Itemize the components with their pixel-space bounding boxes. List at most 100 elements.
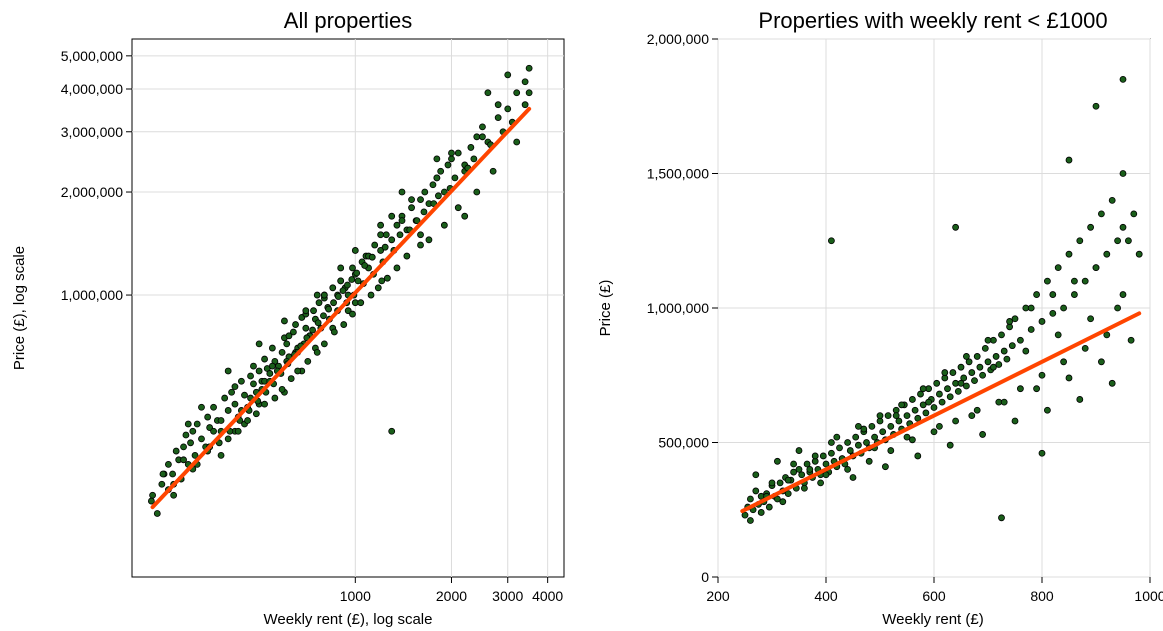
data-point [876, 412, 884, 420]
data-point [398, 188, 406, 196]
data-point [224, 435, 232, 443]
data-point [971, 377, 978, 385]
data-point [930, 428, 938, 436]
data-point [320, 312, 327, 320]
data-point [801, 484, 808, 492]
data-point [1114, 304, 1121, 312]
data-point [995, 361, 1003, 368]
data-point [949, 369, 957, 376]
data-point [294, 367, 302, 375]
data-point [217, 417, 225, 424]
data-point [344, 281, 351, 289]
data-point [1098, 210, 1105, 218]
data-point [283, 340, 291, 348]
data-point [268, 362, 276, 370]
data-point [479, 123, 486, 131]
data-point [224, 367, 232, 375]
x-axis-label-right: Weekly rent (£) [882, 611, 983, 628]
data-point [946, 441, 954, 449]
data-point [378, 277, 386, 285]
data-point [467, 144, 475, 151]
data-point [325, 305, 333, 313]
data-point [182, 431, 190, 439]
data-point [1114, 237, 1121, 245]
data-point [191, 451, 199, 459]
y-tick-label: 1,000,000 [647, 300, 709, 316]
data-point [1060, 304, 1067, 312]
data-point [398, 217, 406, 225]
data-point [887, 422, 895, 430]
data-point [914, 452, 922, 460]
data-point [895, 417, 903, 425]
data-point [1000, 398, 1008, 406]
data-point [448, 149, 455, 157]
data-point [339, 287, 347, 295]
data-point [313, 348, 321, 356]
data-point [774, 457, 781, 465]
data-point [884, 412, 892, 420]
data-point [822, 471, 830, 479]
data-point [371, 241, 379, 249]
data-point [417, 196, 424, 204]
data-point [247, 372, 254, 380]
data-point [1000, 347, 1008, 355]
data-point [198, 403, 205, 411]
data-point [1119, 223, 1127, 231]
data-point [752, 471, 760, 479]
data-point [268, 344, 276, 352]
data-point [340, 321, 348, 328]
data-point [1135, 250, 1143, 258]
data-point [513, 89, 521, 97]
data-point [1125, 237, 1132, 245]
data-point [278, 386, 286, 393]
data-point [421, 188, 429, 196]
data-point [1022, 347, 1030, 355]
data-point [320, 291, 328, 299]
data-point [998, 331, 1005, 339]
data-point [349, 310, 356, 318]
data-point [1008, 342, 1016, 350]
data-point [925, 398, 932, 406]
data-point [882, 463, 889, 471]
data-point [828, 439, 835, 446]
data-point [811, 452, 819, 460]
data-point [303, 334, 311, 342]
data-point [936, 390, 943, 398]
data-point [521, 101, 529, 109]
data-point [849, 474, 857, 481]
data-point [1092, 264, 1100, 272]
data-point [968, 369, 976, 376]
data-point [451, 174, 459, 182]
x-axis-label-left: Weekly rent (£), log scale [264, 611, 433, 628]
data-point [470, 155, 478, 163]
data-point [803, 460, 811, 468]
data-point [806, 465, 814, 473]
data-point [368, 253, 376, 261]
data-point [349, 264, 356, 272]
y-ticks-left: 1,000,000 2,000,000 3,000,000 4,000,000 5,00… [61, 48, 132, 303]
data-point [817, 479, 824, 487]
data-point [187, 439, 194, 447]
data-point [911, 406, 919, 414]
data-point [1038, 449, 1046, 457]
data-point [314, 319, 322, 327]
data-point [1038, 318, 1046, 325]
data-point [960, 374, 968, 382]
data-point [979, 371, 986, 379]
data-point [159, 470, 167, 478]
data-point [860, 425, 868, 433]
data-point [302, 307, 310, 315]
y-tick-label: 4,000,000 [61, 81, 123, 97]
data-point [204, 413, 212, 421]
data-point [189, 427, 197, 435]
data-point [494, 114, 502, 121]
data-point [1027, 304, 1035, 312]
data-point [241, 391, 248, 399]
data-point [417, 241, 424, 249]
data-point [1103, 250, 1111, 258]
y-tick-label: 2,000,000 [647, 31, 709, 47]
data-point [393, 264, 401, 272]
data-point [1049, 291, 1057, 298]
data-point [169, 470, 177, 478]
